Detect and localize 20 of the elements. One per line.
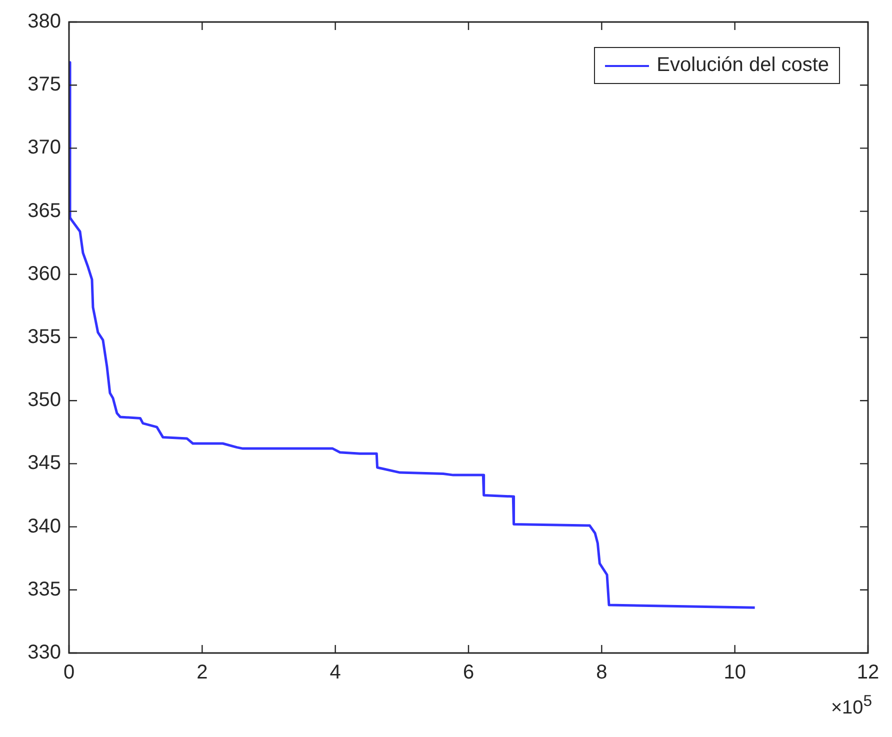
y-tick-label: 365	[28, 200, 61, 222]
x-tick-label: 10	[724, 662, 746, 684]
y-tick-label: 350	[28, 389, 61, 412]
y-tick-label: 340	[28, 515, 61, 538]
y-tick-label: 345	[28, 452, 61, 474]
x-tick-label: 6	[462, 662, 474, 684]
y-tick-label: 380	[28, 10, 61, 33]
y-tick-label: 370	[28, 136, 61, 159]
x-tick-label: 12	[856, 662, 880, 684]
x-tick-label: 8	[596, 662, 608, 684]
y-tick-label: 335	[28, 578, 61, 600]
x-tick-label: 2	[196, 662, 208, 684]
y-tick-label: 355	[28, 326, 61, 348]
y-tick-label: 360	[28, 262, 61, 285]
text: ×10$^{5}$	[830, 693, 872, 720]
x-tick-label: 4	[330, 662, 341, 684]
x-tick-label: 0	[63, 662, 75, 684]
y-tick-label: 375	[28, 74, 61, 96]
y-tick-label: 330	[28, 642, 61, 664]
legend-label: Evolución del coste	[656, 54, 829, 77]
